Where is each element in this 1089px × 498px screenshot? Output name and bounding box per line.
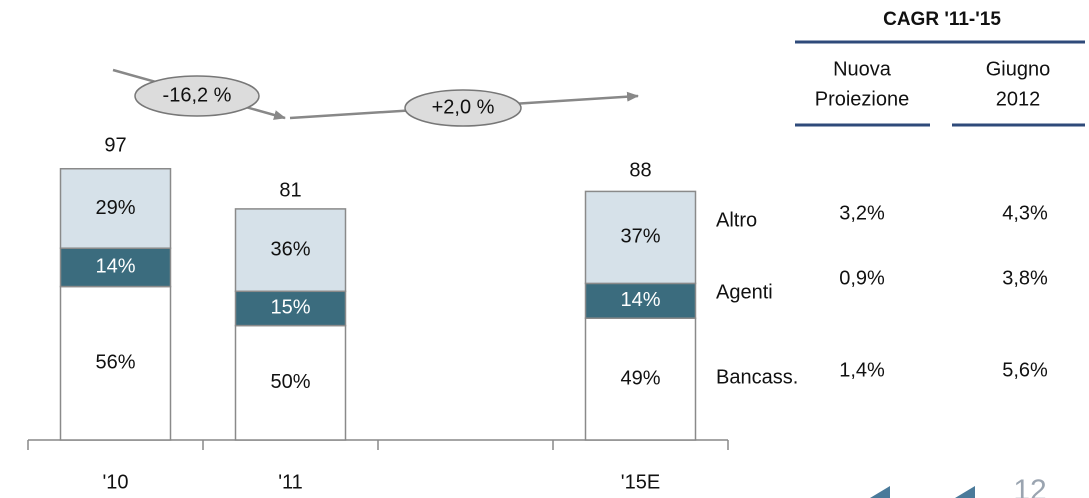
legend-label: Altro: [716, 209, 757, 231]
column-header: Proiezione: [815, 88, 910, 110]
bar-segment: [584, 282, 697, 319]
total-label: 97: [104, 134, 126, 156]
annotation: +2,0 %: [432, 96, 495, 118]
value-label: 14%: [95, 256, 135, 278]
x-tick-label: '11: [278, 471, 303, 493]
value-label: 37%: [620, 226, 660, 248]
bar-segment: [584, 190, 697, 285]
value-label: 36%: [270, 238, 310, 260]
annotation-bubble: [134, 75, 260, 117]
table-cell: 3,2%: [839, 202, 885, 224]
page-number: 12: [1013, 474, 1046, 498]
bar-segment: [234, 290, 347, 327]
table-cell: 5,6%: [1002, 359, 1048, 381]
column-header: Giugno: [986, 58, 1051, 80]
bar-segment: [59, 247, 172, 288]
x-tick-label: '15E: [621, 471, 660, 493]
table-cell: 0,9%: [839, 267, 885, 289]
logo: [870, 486, 975, 498]
table-cell: 3,8%: [1002, 267, 1048, 289]
value-label: 56%: [95, 352, 135, 374]
bar-segment: [234, 208, 347, 293]
value-label: 49%: [620, 367, 660, 389]
bar-segment: [234, 324, 347, 441]
annotation-bubble: [404, 89, 522, 127]
column-header: 2012: [996, 88, 1041, 110]
x-tick-label: '10: [102, 471, 128, 493]
value-label: 14%: [620, 289, 660, 311]
bar-segment: [59, 285, 172, 441]
value-label: 50%: [270, 371, 310, 393]
total-label: 81: [279, 179, 301, 201]
bar-segment: [59, 167, 172, 249]
legend-label: Agenti: [716, 281, 773, 303]
table-cell: 1,4%: [839, 359, 885, 381]
legend-label: Bancass.: [716, 366, 798, 388]
column-header: Nuova: [833, 58, 892, 80]
value-label: 29%: [95, 197, 135, 219]
annotation: -16,2 %: [163, 84, 232, 106]
table-cell: 4,3%: [1002, 202, 1048, 224]
value-label: 15%: [270, 297, 310, 319]
total-label: 88: [629, 160, 651, 182]
table-title: CAGR '11-'15: [883, 9, 1001, 30]
